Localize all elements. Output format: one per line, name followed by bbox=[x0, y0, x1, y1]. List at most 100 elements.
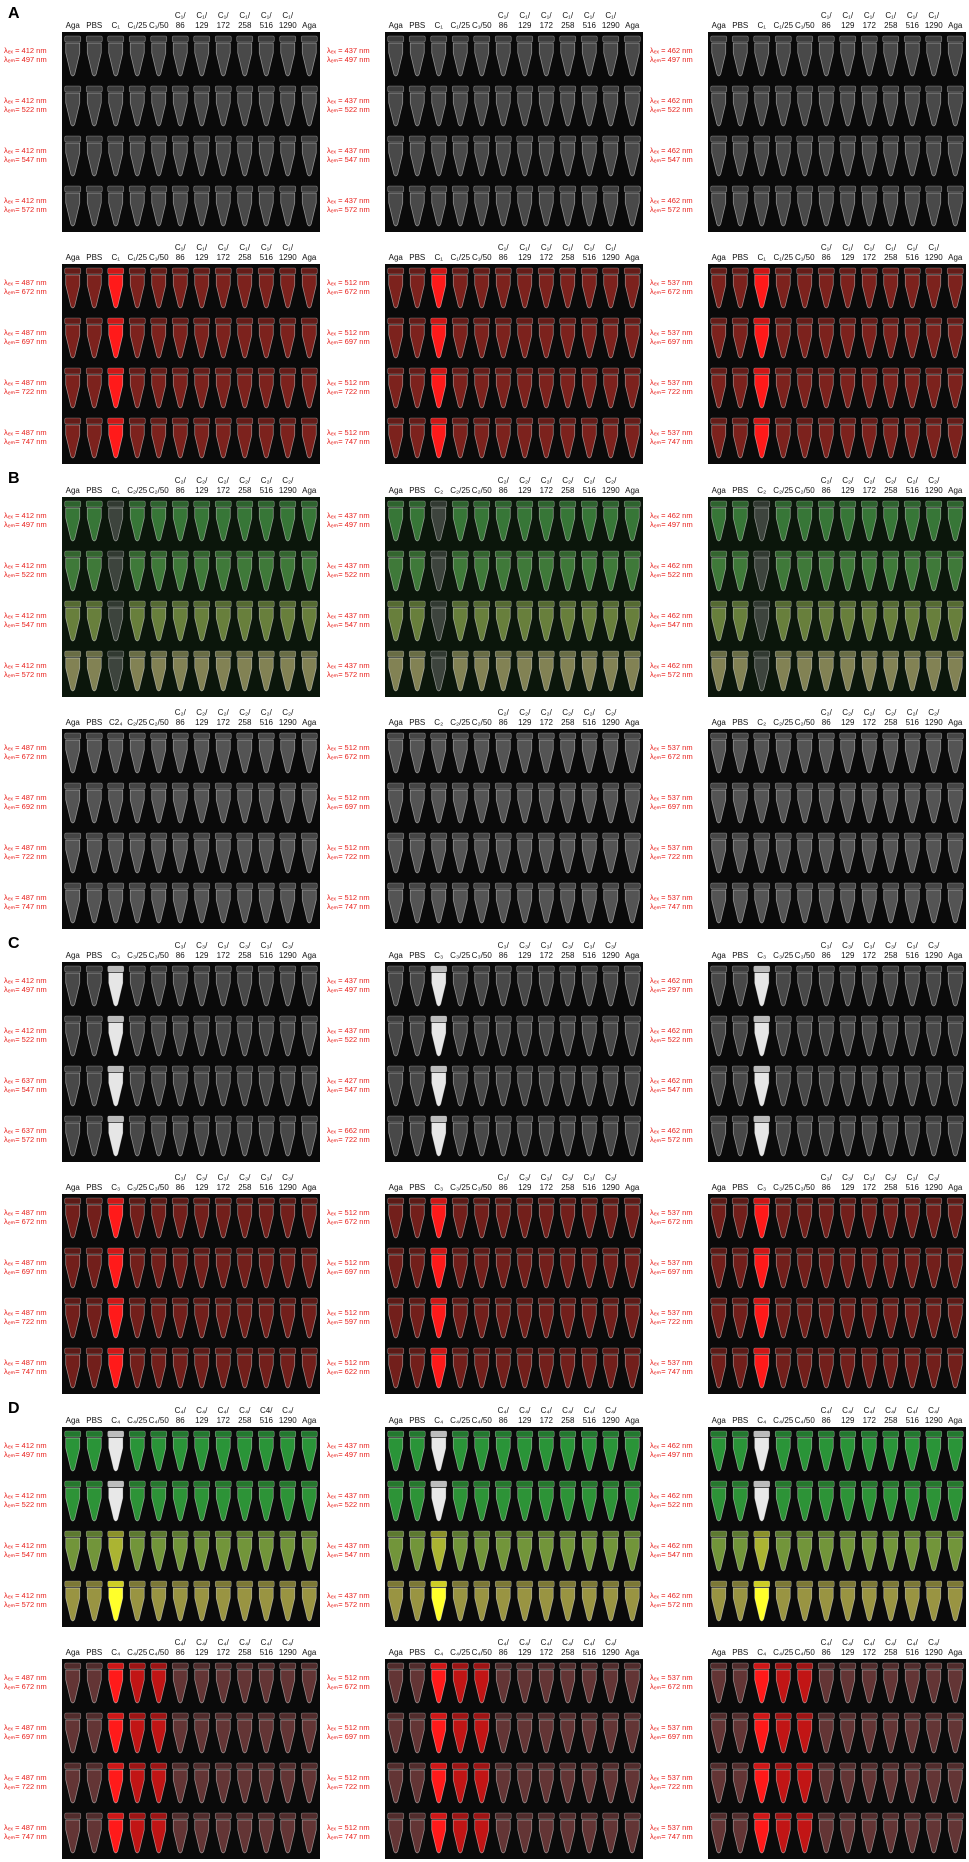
tube-cap bbox=[85, 1662, 103, 1670]
column-label: Aga bbox=[389, 253, 404, 262]
tube-cap bbox=[300, 367, 318, 375]
section-letter: B bbox=[8, 470, 20, 487]
tube-cap bbox=[537, 267, 555, 275]
tube bbox=[237, 839, 253, 874]
tube-cap bbox=[408, 550, 426, 558]
tube-cap bbox=[796, 1065, 814, 1073]
tube-cap bbox=[300, 1065, 318, 1073]
tube bbox=[495, 1819, 511, 1854]
tube bbox=[754, 274, 770, 309]
tube-cap bbox=[408, 1430, 426, 1438]
tube bbox=[495, 142, 511, 177]
tube bbox=[517, 889, 533, 924]
tube bbox=[237, 192, 253, 227]
tube-cap bbox=[839, 1065, 857, 1073]
tube-cap bbox=[602, 782, 620, 790]
tube bbox=[151, 1669, 167, 1704]
tube bbox=[129, 739, 145, 774]
tube-cap bbox=[516, 1762, 534, 1770]
column-label: C₁/ bbox=[864, 243, 875, 252]
tube-cap bbox=[193, 135, 211, 143]
emission-label: λₑₘ= 497 nm bbox=[650, 1450, 693, 1459]
tube bbox=[452, 1072, 468, 1107]
tube bbox=[624, 374, 640, 409]
tube bbox=[517, 1437, 533, 1472]
tube-cap bbox=[430, 1015, 448, 1023]
tube bbox=[280, 142, 296, 177]
panel: Aga PBS C₄ C₄/25 C₄/50C₄/86C₄/129C₄/172C₄/25… bbox=[650, 1638, 966, 1859]
tube bbox=[258, 374, 274, 409]
tube bbox=[754, 424, 770, 459]
tube bbox=[538, 557, 554, 592]
column-label: Aga bbox=[712, 21, 727, 30]
tube bbox=[560, 1719, 576, 1754]
tube bbox=[452, 192, 468, 227]
tube bbox=[172, 192, 188, 227]
tube-cap bbox=[408, 1065, 426, 1073]
tube-cap bbox=[817, 882, 835, 890]
emission-label: λₑₘ= 547 nm bbox=[650, 1085, 693, 1094]
column-label: C₃ bbox=[111, 951, 120, 960]
tube-cap bbox=[882, 650, 900, 658]
panel-image bbox=[62, 32, 320, 232]
tube-cap bbox=[257, 1812, 275, 1820]
tube-cap bbox=[817, 1712, 835, 1720]
tube-cap bbox=[107, 135, 125, 143]
column-label: PBS bbox=[732, 1648, 748, 1657]
tube bbox=[947, 1669, 963, 1704]
column-label: 86 bbox=[822, 718, 831, 727]
tube bbox=[431, 1769, 447, 1804]
tube bbox=[517, 1669, 533, 1704]
tube bbox=[65, 839, 81, 874]
tube-cap bbox=[107, 317, 125, 325]
tube-cap bbox=[64, 185, 82, 193]
column-label: Aga bbox=[948, 1648, 963, 1657]
tube-cap bbox=[408, 317, 426, 325]
tube-cap bbox=[623, 1812, 641, 1820]
column-label: C₁/ bbox=[584, 11, 595, 20]
tube bbox=[258, 739, 274, 774]
tube-cap bbox=[796, 35, 814, 43]
tube-cap bbox=[731, 1662, 749, 1670]
emission-label: λₑₘ= 522 nm bbox=[650, 105, 693, 114]
tube bbox=[581, 1354, 597, 1389]
emission-label: λₑₘ= 747 nm bbox=[4, 902, 47, 911]
tube-cap bbox=[903, 1247, 921, 1255]
tube-cap bbox=[602, 1197, 620, 1205]
tube bbox=[388, 42, 404, 77]
tube-cap bbox=[214, 1297, 232, 1305]
tube-cap bbox=[257, 1430, 275, 1438]
tube bbox=[301, 607, 317, 642]
tube-cap bbox=[193, 1347, 211, 1355]
tube-cap bbox=[494, 550, 512, 558]
tube bbox=[151, 142, 167, 177]
tube bbox=[258, 1769, 274, 1804]
tube bbox=[775, 1537, 791, 1572]
excitation-label: λₑₓ = 487 nm bbox=[4, 843, 47, 852]
tube-cap bbox=[839, 1530, 857, 1538]
tube bbox=[797, 424, 813, 459]
tube bbox=[495, 1204, 511, 1239]
tube-cap bbox=[64, 1712, 82, 1720]
column-label: C₂/ bbox=[175, 708, 187, 717]
column-label: C₁/ bbox=[196, 11, 207, 20]
tube-cap bbox=[580, 1580, 598, 1588]
tube-cap bbox=[580, 1347, 598, 1355]
column-label: C₃/50 bbox=[472, 1183, 493, 1192]
tube bbox=[538, 1587, 554, 1622]
column-label: 172 bbox=[863, 718, 877, 727]
tube bbox=[947, 507, 963, 542]
tube-cap bbox=[602, 1065, 620, 1073]
tube bbox=[258, 889, 274, 924]
tube-cap bbox=[774, 1297, 792, 1305]
tube bbox=[108, 274, 124, 309]
tube-cap bbox=[710, 1065, 728, 1073]
tube bbox=[538, 657, 554, 692]
tube bbox=[129, 507, 145, 542]
tube-cap bbox=[731, 1115, 749, 1123]
tube-cap bbox=[494, 1297, 512, 1305]
tube-cap bbox=[753, 965, 771, 973]
tube-cap bbox=[85, 367, 103, 375]
tube bbox=[194, 142, 210, 177]
emission-label: λₑₘ= 697 nm bbox=[650, 1267, 693, 1276]
